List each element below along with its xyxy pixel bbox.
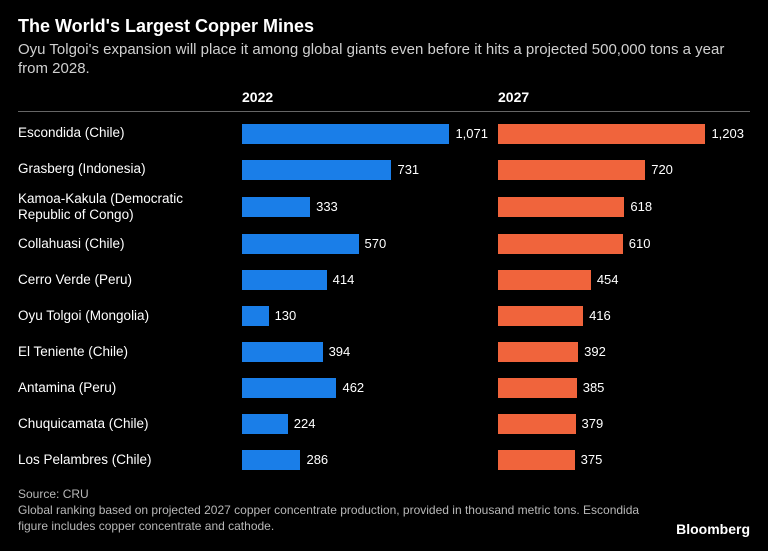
bar-value-y2022: 130 (275, 308, 297, 323)
bar-y2027 (498, 450, 575, 470)
row-label: Kamoa-Kakula (Democratic Republic of Con… (18, 191, 238, 223)
chart-row: Cerro Verde (Peru) 414 454 (18, 262, 750, 298)
bar-y2022 (242, 414, 288, 434)
bar-y2027 (498, 234, 623, 254)
bar-value-y2027: 1,203 (711, 126, 744, 141)
chart-rows: Escondida (Chile) 1,071 1,203 Grasberg (Ind… (18, 116, 750, 478)
bar-value-y2022: 286 (306, 452, 328, 467)
chart-row: Los Pelambres (Chile) 286 375 (18, 442, 750, 478)
chart-row: Oyu Tolgoi (Mongolia) 130 416 (18, 298, 750, 334)
chart-row: Chuquicamata (Chile) 224 379 (18, 406, 750, 442)
row-label: Los Pelambres (Chile) (18, 452, 238, 468)
chart-footer: Source: CRU Global ranking based on proj… (18, 486, 750, 535)
chart-row: Escondida (Chile) 1,071 1,203 (18, 116, 750, 152)
bar-y2027 (498, 414, 576, 434)
bar-value-y2027: 454 (597, 272, 619, 287)
bar-y2027 (498, 197, 624, 217)
bar-value-y2022: 1,071 (455, 126, 488, 141)
bar-value-y2022: 394 (329, 344, 351, 359)
bar-value-y2022: 224 (294, 416, 316, 431)
bar-value-y2027: 379 (582, 416, 604, 431)
row-label: Collahuasi (Chile) (18, 236, 238, 252)
bar-y2022 (242, 378, 336, 398)
footnote: Global ranking based on projected 2027 c… (18, 502, 650, 534)
bar-y2022 (242, 197, 310, 217)
chart-row: Collahuasi (Chile) 570 610 (18, 226, 750, 262)
bar-value-y2027: 610 (629, 236, 651, 251)
row-label: Chuquicamata (Chile) (18, 416, 238, 432)
bar-value-y2027: 416 (589, 308, 611, 323)
series-header-2027: 2027 (494, 89, 750, 105)
bar-value-y2022: 570 (365, 236, 387, 251)
chart-title: The World's Largest Copper Mines (18, 16, 750, 37)
bar-value-y2027: 385 (583, 380, 605, 395)
chart-row: Antamina (Peru) 462 385 (18, 370, 750, 406)
row-label: Grasberg (Indonesia) (18, 161, 238, 177)
row-label: Antamina (Peru) (18, 380, 238, 396)
row-label: Cerro Verde (Peru) (18, 272, 238, 288)
chart-row: El Teniente (Chile) 394 392 (18, 334, 750, 370)
bar-y2022 (242, 450, 300, 470)
chart-subtitle: Oyu Tolgoi's expansion will place it amo… (18, 41, 750, 79)
bar-y2027 (498, 378, 577, 398)
chart-row: Kamoa-Kakula (Democratic Republic of Con… (18, 188, 750, 226)
bar-value-y2027: 392 (584, 344, 606, 359)
column-header-row: 2022 2027 (18, 89, 750, 112)
bar-y2027 (498, 342, 578, 362)
series-header-2022: 2022 (238, 89, 494, 105)
bar-y2022 (242, 124, 449, 144)
row-label: El Teniente (Chile) (18, 344, 238, 360)
bar-value-y2022: 333 (316, 199, 338, 214)
bar-value-y2022: 414 (333, 272, 355, 287)
bar-value-y2022: 731 (397, 162, 419, 177)
bar-y2027 (498, 124, 705, 144)
bar-value-y2027: 375 (581, 452, 603, 467)
bar-y2022 (242, 342, 323, 362)
bar-value-y2022: 462 (342, 380, 364, 395)
bar-y2022 (242, 160, 391, 180)
bar-y2022 (242, 270, 327, 290)
bar-y2022 (242, 306, 269, 326)
bar-y2027 (498, 160, 645, 180)
bar-value-y2027: 720 (651, 162, 673, 177)
row-label: Oyu Tolgoi (Mongolia) (18, 308, 238, 324)
bar-value-y2027: 618 (630, 199, 652, 214)
source-line: Source: CRU (18, 486, 650, 502)
bar-y2027 (498, 306, 583, 326)
chart-row: Grasberg (Indonesia) 731 720 (18, 152, 750, 188)
bar-y2022 (242, 234, 359, 254)
row-label: Escondida (Chile) (18, 125, 238, 141)
brand-mark: Bloomberg (676, 521, 750, 537)
bar-y2027 (498, 270, 591, 290)
